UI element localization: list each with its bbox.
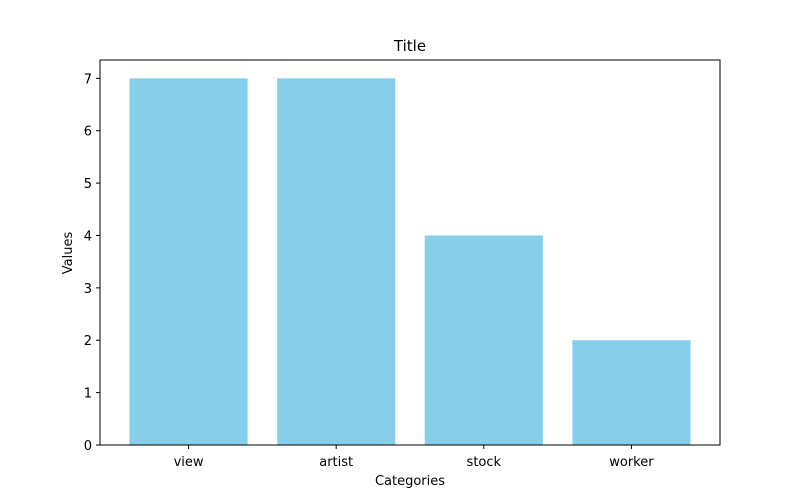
- bar-worker: [572, 340, 691, 445]
- chart-title: Title: [393, 37, 426, 55]
- y-tick-label: 1: [84, 387, 92, 402]
- bar-artist: [277, 78, 396, 445]
- x-axis: view artist stock worker: [174, 445, 654, 470]
- plot-area-frame: [99, 59, 721, 446]
- y-tick-label: 0: [84, 439, 92, 454]
- x-tick-label: worker: [609, 455, 654, 470]
- y-axis-label: Values: [61, 232, 76, 275]
- x-axis-label: Categories: [375, 474, 445, 489]
- bars-group: [129, 78, 691, 445]
- bar-stock: [424, 235, 543, 445]
- y-tick-label: 6: [84, 125, 92, 140]
- x-tick-label: stock: [467, 455, 502, 470]
- y-tick-label: 4: [84, 229, 92, 244]
- y-tick-label: 2: [84, 334, 92, 349]
- bar-view: [129, 78, 248, 445]
- y-axis: 0 1 2 3 4 5 6 7: [84, 72, 100, 454]
- y-tick-label: 3: [84, 282, 92, 297]
- y-tick-label: 7: [84, 72, 92, 87]
- x-tick-label: view: [174, 455, 204, 470]
- x-tick-label: artist: [319, 455, 353, 470]
- y-tick-label: 5: [84, 177, 92, 192]
